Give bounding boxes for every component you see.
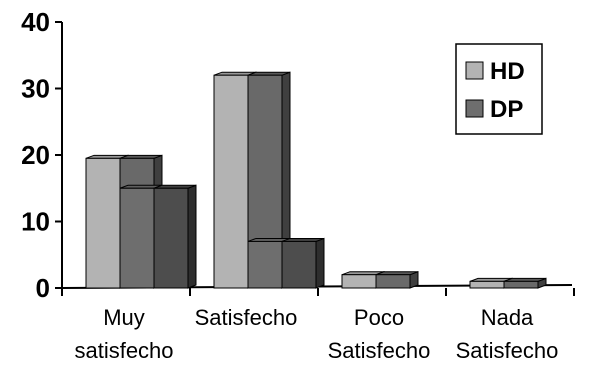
bar-dp-depth-side [187, 184, 197, 289]
y-tick-label: 30 [21, 74, 50, 104]
y-tick-label: 20 [21, 140, 50, 170]
x-category-label-line: Muy [103, 305, 145, 330]
bar-hd-front [213, 74, 249, 289]
x-category-label-line: Satisfecho [195, 305, 298, 330]
legend-swatch [465, 61, 484, 80]
x-category-label-line: Poco [354, 305, 404, 330]
bar-dp-back [503, 277, 547, 289]
bar-dp-back-front [375, 274, 411, 289]
legend-label: DP [490, 96, 523, 123]
bar-dp-front [119, 187, 155, 289]
x-category-label: Muy satisfecho [74, 305, 173, 363]
bar-hd-front [469, 280, 505, 289]
bar-dp-back [375, 270, 419, 289]
bar-dp-depth-front [281, 240, 317, 289]
bars [85, 71, 547, 289]
legend: HD DP [455, 43, 543, 135]
x-category-label: Satisfecho [195, 305, 298, 330]
legend-label: HD [490, 58, 525, 85]
y-tick-label: 0 [36, 273, 50, 303]
x-category-label-line: Satisfecho [328, 338, 431, 363]
y-tick-label: 40 [21, 7, 50, 37]
y-axis: 0 10 20 30 40 [21, 7, 63, 303]
x-category-label: Poco Satisfecho [328, 305, 431, 363]
legend-swatch [465, 99, 484, 118]
bar-dp-depth-side [315, 237, 325, 289]
x-category-label-line: Nada [481, 305, 534, 330]
bar-dp-depth [153, 184, 197, 289]
y-tick-label: 10 [21, 207, 50, 237]
x-category-label-line: satisfecho [74, 338, 173, 363]
bar-dp-depth-front [153, 187, 189, 289]
x-category-label: Nada Satisfecho [456, 305, 559, 363]
bar-hd-front [341, 274, 377, 289]
bar-dp-front [247, 240, 283, 289]
bar-dp-back-front [503, 280, 539, 289]
x-category-label-line: Satisfecho [456, 338, 559, 363]
legend-box [455, 43, 543, 135]
bar-hd-front [85, 157, 121, 289]
bar-dp-depth [281, 237, 325, 289]
